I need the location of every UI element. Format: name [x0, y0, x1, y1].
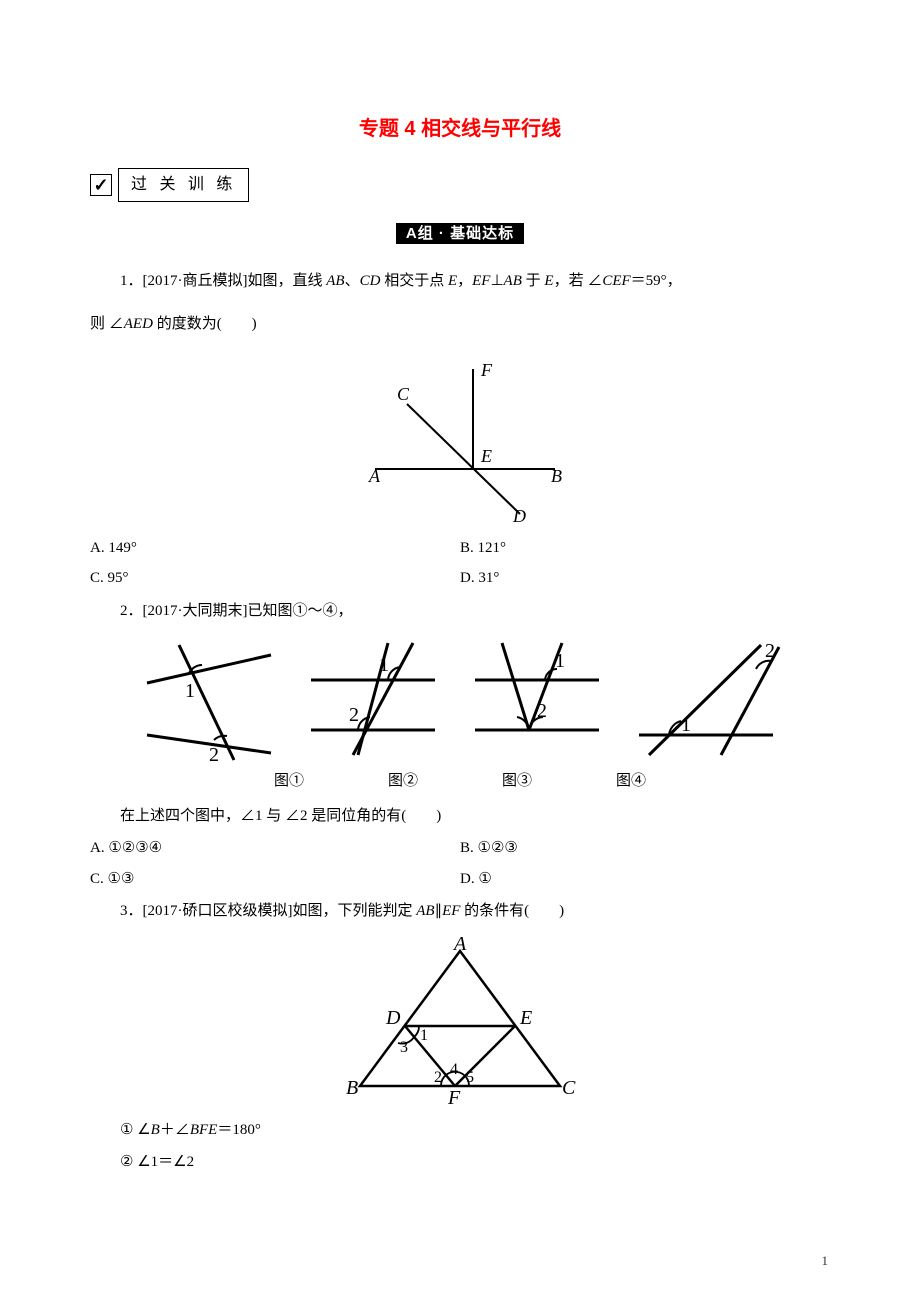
q1-optA: A. 149° [90, 534, 460, 563]
q3-c1a: ① ∠ [120, 1122, 151, 1138]
q2-optD: D. ① [460, 865, 830, 894]
group-badge: A组 · 基础达标 [90, 220, 830, 249]
page-title: 专题 4 相交线与平行线 [90, 110, 830, 148]
svg-text:1: 1 [555, 650, 565, 672]
svg-text:2: 2 [537, 700, 547, 722]
q1-e: E [448, 273, 457, 289]
q1-label-F: F [480, 360, 493, 380]
svg-text:E: E [519, 1007, 532, 1029]
svg-text:B: B [346, 1077, 358, 1099]
q1-figure: A B C D E F [90, 354, 830, 524]
q1-t7: ，若 ∠ [554, 273, 603, 289]
q1-t2: 、 [345, 273, 360, 289]
q1-t5: ⊥ [490, 273, 503, 289]
q1-l2a: 则 ∠ [90, 316, 124, 332]
q1-optD: D. 31° [460, 564, 830, 593]
q2-optB: B. ①②③ [460, 834, 830, 863]
q3-text: 3．[2017·硚口区校级模拟]如图，下列能判定 AB∥EF 的条件有( ) [90, 897, 830, 926]
q1-choices-row1: A. 149° B. 121° [90, 534, 830, 563]
q3-c1bfe: BFE [190, 1122, 218, 1138]
svg-text:D: D [385, 1007, 401, 1029]
q1-label-C: C [397, 384, 410, 404]
q1-line2: 则 ∠AED 的度数为( ) [90, 310, 830, 339]
group-badge-text: A组 · 基础达标 [396, 223, 524, 244]
q1-aed: AED [124, 316, 153, 332]
q2-figures: 1 2 1 2 1 2 [90, 635, 830, 765]
svg-text:C: C [562, 1077, 576, 1099]
svg-text:1: 1 [379, 654, 389, 676]
q1-t4: ， [457, 273, 472, 289]
q2-choices-row2: C. ①③ D. ① [90, 865, 830, 894]
q2-fig3: 1 2 [467, 635, 607, 765]
svg-text:2: 2 [434, 1069, 442, 1086]
page-number: 1 [822, 1249, 829, 1274]
svg-text:2: 2 [765, 640, 775, 662]
q1-label-E: E [480, 446, 492, 466]
q1-t6: 于 [522, 273, 545, 289]
q3-cond2: ② ∠1＝∠2 [90, 1148, 830, 1177]
svg-text:4: 4 [450, 1061, 458, 1078]
q2-figlabel-3: 图③ [502, 767, 532, 796]
q1-t1: 1．[2017·商丘模拟]如图，直线 [120, 273, 326, 289]
section-header: ✓ 过 关 训 练 [90, 168, 830, 202]
q1-label-B: B [551, 466, 562, 486]
q1-label-A: A [368, 466, 381, 486]
svg-text:F: F [447, 1087, 461, 1106]
q1-cd: CD [360, 273, 381, 289]
svg-text:2: 2 [349, 704, 359, 726]
q3-figure: A B C D E F 1 3 2 4 5 [90, 936, 830, 1106]
q3-ef: EF [442, 903, 460, 919]
q2-optC: C. ①③ [90, 865, 460, 894]
q1-ab: AB [326, 273, 344, 289]
q1-ab2: AB [504, 273, 522, 289]
q3-c1B: B [151, 1122, 160, 1138]
q2-fig4: 1 2 [631, 635, 781, 765]
q3-cond1: ① ∠B＋∠BFE＝180° [90, 1116, 830, 1145]
svg-text:3: 3 [400, 1039, 408, 1056]
svg-text:5: 5 [466, 1069, 474, 1086]
q2-figlabel-1: 图① [274, 767, 304, 796]
svg-text:2: 2 [209, 744, 219, 765]
svg-text:1: 1 [420, 1027, 428, 1044]
check-icon: ✓ [90, 174, 112, 196]
q1-t8: ＝59°， [631, 273, 682, 289]
q2-optA: A. ①②③④ [90, 834, 460, 863]
svg-text:1: 1 [185, 680, 195, 702]
q1-t3: 相交于点 [380, 273, 448, 289]
q2-ask: 在上述四个图中，∠1 与 ∠2 是同位角的有( ) [90, 802, 830, 831]
q2-choices-row1: A. ①②③④ B. ①②③ [90, 834, 830, 863]
q1-label-D: D [512, 506, 526, 524]
q2-figlabel-4: 图④ [616, 767, 646, 796]
q1-line1: 1．[2017·商丘模拟]如图，直线 AB、CD 相交于点 E，EF⊥AB 于 … [90, 267, 830, 296]
q1-e2: E [544, 273, 553, 289]
q2-fig-labels: 图① 图② 图③ 图④ [90, 767, 830, 796]
section-label: 过 关 训 练 [118, 168, 249, 202]
q3-c1b: ＋∠ [160, 1122, 190, 1138]
q3-t2: ∥ [435, 903, 443, 919]
q2-text: 2．[2017·大同期末]已知图①～④， [90, 597, 830, 626]
svg-text:A: A [452, 936, 467, 955]
q1-l2b: 的度数为( ) [153, 316, 257, 332]
svg-text:1: 1 [681, 714, 691, 736]
q1-ef: EF [472, 273, 490, 289]
q3-ab: AB [416, 903, 434, 919]
q2-fig1: 1 2 [139, 635, 279, 765]
q1-choices-row2: C. 95° D. 31° [90, 564, 830, 593]
q3-t1: 3．[2017·硚口区校级模拟]如图，下列能判定 [120, 903, 416, 919]
q1-optC: C. 95° [90, 564, 460, 593]
q3-c1c: ＝180° [217, 1122, 261, 1138]
q2-fig2: 1 2 [303, 635, 443, 765]
q1-optB: B. 121° [460, 534, 830, 563]
q2-figlabel-2: 图② [388, 767, 418, 796]
q1-cef: CEF [602, 273, 630, 289]
q3-t3: 的条件有( ) [460, 903, 564, 919]
